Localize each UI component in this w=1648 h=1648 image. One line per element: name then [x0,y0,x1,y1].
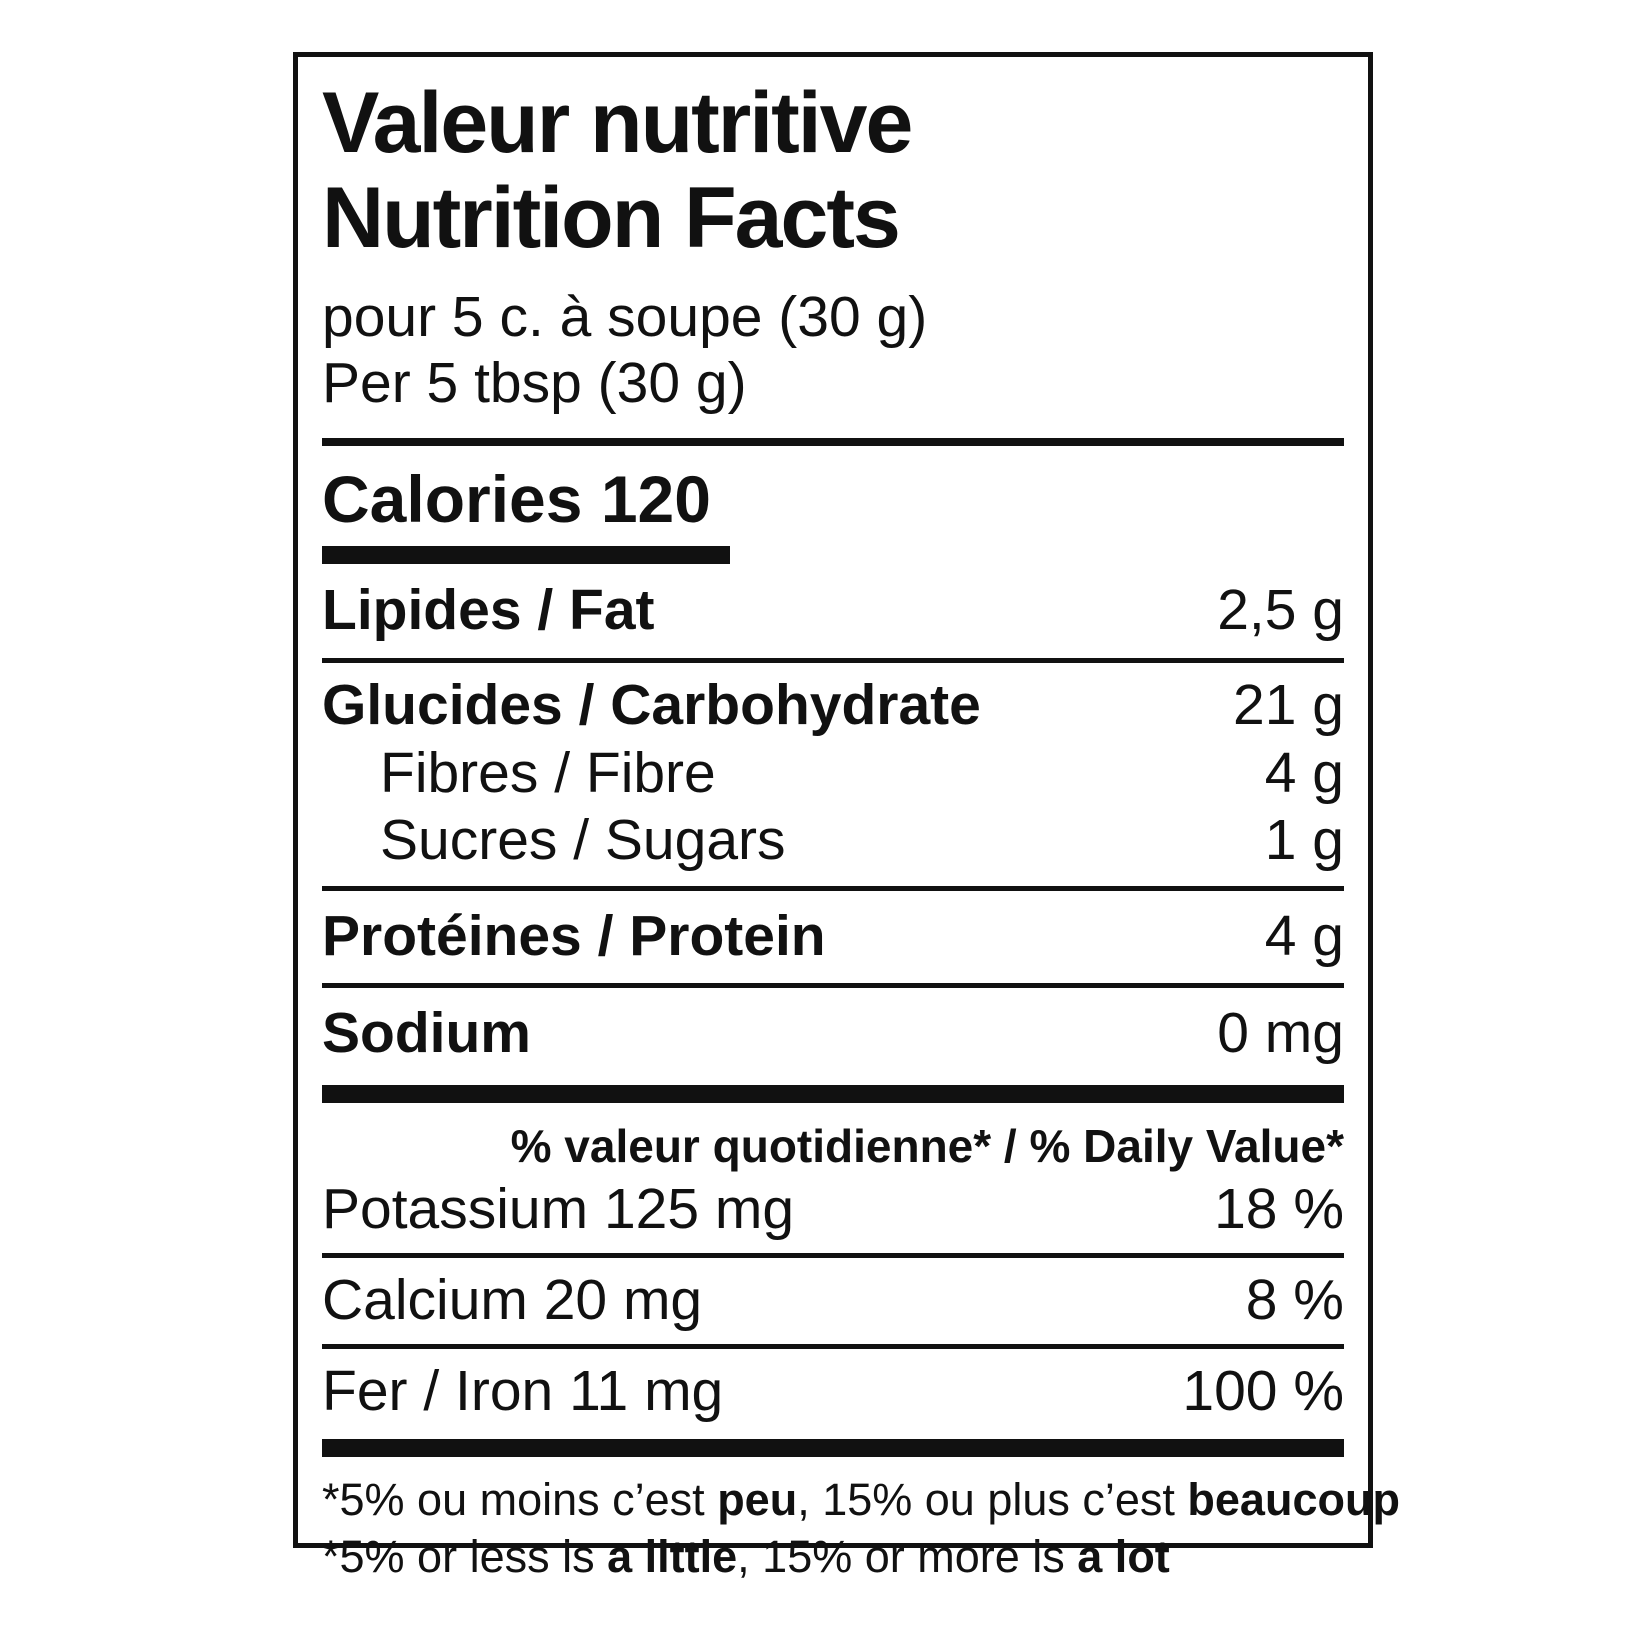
daily-value-divider-bar [322,1084,1344,1103]
nutrient-value: 2,5 g [1217,577,1344,642]
calories-underline-bar [322,545,730,564]
footnote-divider-bar [322,1439,1344,1457]
nutrient-name: Sucres / Sugars [380,808,786,873]
nutrient-row-carbohydrate: Glucides / Carbohydrate 21 g [322,663,1344,740]
nutrient-row-protein: Protéines / Protein 4 g [322,891,1344,983]
calories-row: Calories 120 [322,446,1344,544]
footnote-text: , 15% ou plus c’est [797,1474,1188,1525]
calories-value: 120 [600,461,711,536]
fat-divider-rule [322,657,1344,663]
nutrient-value: 4 g [1264,740,1344,805]
footnote-bold-beaucoup: beaucoup [1187,1474,1400,1525]
footnote-bold-a-little: a little [607,1530,738,1582]
mineral-name: Potassium 125 mg [322,1177,795,1242]
nutrient-row-sodium: Sodium 0 mg [322,988,1344,1080]
calories-label: Calories [322,461,583,536]
serving-divider-rule [322,437,1344,446]
nutrient-value: 0 mg [1217,1001,1344,1066]
footnote-french: *5% ou moins c’est peu, 15% ou plus c’es… [322,1472,1400,1529]
serving-size-french: pour 5 c. à soupe (30 g) [322,285,928,350]
potassium-divider-rule [322,1253,1344,1259]
footnote-bold-a-lot: a lot [1077,1530,1170,1582]
footnote-text: *5% or less is [322,1530,608,1582]
nutrient-name: Sodium [322,1001,531,1066]
footnote-text: *5% ou moins c’est [322,1474,718,1525]
footnote-text: , 15% or more is [737,1530,1078,1582]
nutrient-row-fibre: Fibres / Fibre 4 g [322,740,1344,808]
serving-size-english: Per 5 tbsp (30 g) [322,350,747,415]
mineral-row-calcium: Calcium 20 mg 8 % [322,1258,1344,1344]
nutrient-name: Lipides / Fat [322,577,655,642]
nutrient-value: 21 g [1233,672,1344,737]
nutrient-row-sugars: Sucres / Sugars 1 g [322,807,1344,886]
title-english: Nutrition Facts [322,169,901,266]
nutrient-name: Fibres / Fibre [380,740,716,805]
nutrient-name: Glucides / Carbohydrate [322,672,981,737]
protein-divider-rule [322,983,1344,989]
mineral-percent: 8 % [1245,1268,1344,1333]
footnote-bold-peu: peu [717,1474,798,1525]
mineral-name: Fer / Iron 11 mg [322,1359,724,1424]
mineral-percent: 18 % [1214,1177,1344,1242]
mineral-row-iron: Fer / Iron 11 mg 100 % [322,1349,1344,1435]
mineral-name: Calcium 20 mg [322,1268,703,1333]
nutrient-value: 4 g [1264,904,1344,969]
carbohydrate-divider-rule [322,886,1344,892]
mineral-percent: 100 % [1182,1359,1344,1424]
nutrient-name: Protéines / Protein [322,904,826,969]
daily-value-header: % valeur quotidienne* / % Daily Value* [510,1119,1344,1172]
mineral-row-potassium: Potassium 125 mg 18 % [322,1171,1344,1253]
nutrition-facts-label: Valeur nutritive Nutrition Facts pour 5 … [293,52,1400,1582]
title-french: Valeur nutritive [322,75,913,171]
calcium-divider-rule [322,1344,1344,1350]
nutrient-row-fat: Lipides / Fat 2,5 g [322,564,1344,658]
nutrient-value: 1 g [1264,808,1344,873]
footnote-english: *5% or less is a little, 15% or more is … [322,1529,1344,1586]
